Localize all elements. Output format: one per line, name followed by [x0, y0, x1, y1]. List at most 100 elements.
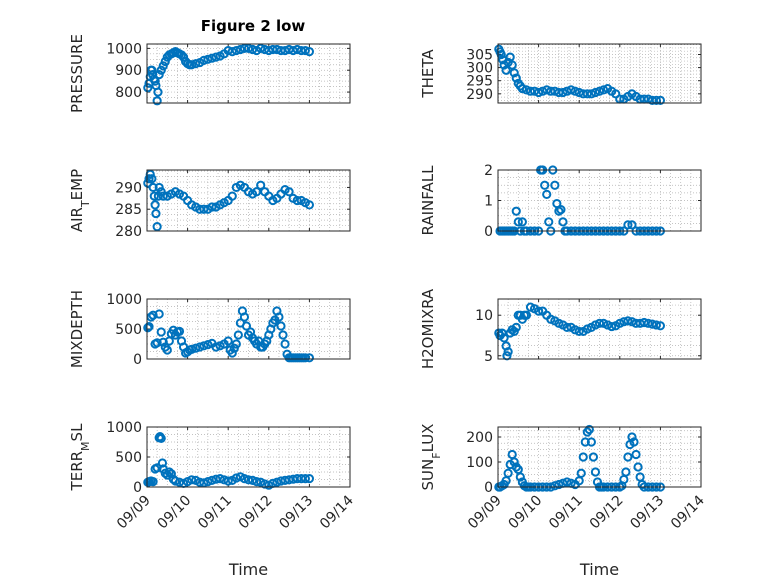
data-point: [566, 85, 576, 95]
data-point: [499, 333, 509, 343]
data-point: [540, 180, 550, 190]
y-tick-label: 0: [484, 224, 493, 240]
data-point: [542, 189, 552, 199]
y-axis-label: RAINFALL: [419, 165, 437, 236]
data-point: [272, 44, 282, 55]
data-point: [156, 327, 166, 337]
data-point: [525, 86, 536, 96]
data-point: [143, 83, 153, 93]
data-point: [639, 317, 649, 328]
data-point: [590, 467, 601, 477]
data-point: [153, 87, 163, 97]
data-point: [509, 68, 519, 78]
x-tick-label: 09/10: [506, 493, 546, 533]
data-series: [494, 302, 666, 361]
data-point: [588, 452, 599, 462]
y-tick-label: 500: [115, 450, 142, 466]
data-series: [143, 432, 314, 490]
data-point: [300, 45, 310, 56]
data-point: [247, 475, 258, 485]
data-point: [231, 45, 241, 56]
data-point: [199, 204, 209, 214]
data-point: [534, 306, 544, 316]
data-point: [252, 477, 262, 487]
data-point: [633, 462, 643, 472]
data-point: [256, 180, 266, 190]
data-point: [558, 87, 568, 98]
data-point: [239, 43, 250, 53]
data-point: [150, 200, 160, 210]
y-tick-label: 10: [475, 308, 493, 324]
data-point: [243, 475, 254, 485]
x-axis-label: Time: [579, 560, 619, 579]
data-point: [655, 321, 666, 331]
y-tick-label: 2: [484, 163, 493, 179]
data-point: [509, 457, 519, 467]
data-point: [278, 330, 288, 340]
data-point: [152, 222, 162, 232]
y-tick-label: 900: [115, 63, 142, 79]
subplot-mixdepth: 0 500 1000 MIXDEPTH: [68, 290, 351, 368]
data-point: [521, 310, 532, 320]
data-point: [148, 477, 158, 487]
data-point: [211, 52, 221, 62]
y-axis-label: SUNFLUX: [419, 424, 443, 491]
y-tick-label: 295: [466, 74, 493, 90]
y-tick-label: 100: [466, 455, 493, 471]
data-point: [211, 342, 221, 352]
data-point: [590, 87, 601, 98]
grid-lines: [146, 170, 351, 232]
data-point: [503, 468, 513, 478]
data-point: [227, 47, 237, 57]
data-point: [284, 187, 294, 197]
data-point: [154, 182, 164, 193]
data-point: [517, 83, 527, 94]
y-axis-label: THETA: [419, 49, 437, 99]
data-point: [546, 86, 556, 96]
data-point: [160, 56, 170, 67]
data-point: [199, 341, 209, 351]
y-tick-label: 300: [466, 61, 493, 77]
data-point: [550, 86, 560, 96]
y-axis-label: PRESSURE: [68, 34, 86, 113]
data-point: [247, 44, 258, 55]
data-point: [550, 481, 560, 491]
data-point: [187, 60, 197, 70]
data-point: [174, 326, 185, 336]
y-tick-label: 500: [115, 322, 142, 338]
y-tick-label: 1000: [106, 41, 142, 57]
data-point: [570, 86, 580, 96]
data-point: [521, 85, 532, 95]
data-point: [223, 476, 233, 486]
data-point: [156, 65, 166, 75]
data-point: [643, 318, 653, 328]
data-series: [143, 169, 314, 232]
data-point: [621, 467, 631, 477]
data-point: [296, 45, 306, 56]
data-point: [147, 65, 157, 75]
subplot-sun-f-lux: 0 100 200 09/09 09/10 09/11 09/12 09/13 09/14 Tim…: [419, 424, 708, 579]
data-point: [627, 220, 637, 230]
data-point: [292, 44, 302, 55]
data-point: [651, 95, 661, 105]
data-point: [554, 479, 564, 490]
figure-title: Figure 2 low: [201, 17, 306, 35]
data-point: [550, 180, 560, 190]
data-point: [148, 182, 158, 193]
data-point: [511, 73, 521, 83]
data-point: [507, 60, 517, 70]
data-point: [627, 432, 637, 442]
data-point: [304, 353, 314, 363]
data-point: [158, 191, 168, 201]
data-point: [280, 475, 290, 485]
data-point: [511, 322, 521, 332]
data-point: [594, 86, 605, 96]
data-point: [243, 43, 254, 53]
y-tick-label: 1000: [106, 292, 142, 308]
data-point: [143, 323, 153, 333]
data-point: [586, 437, 596, 447]
x-tick-label: 09/12: [587, 493, 627, 533]
data-point: [203, 340, 213, 350]
data-point: [215, 474, 225, 484]
